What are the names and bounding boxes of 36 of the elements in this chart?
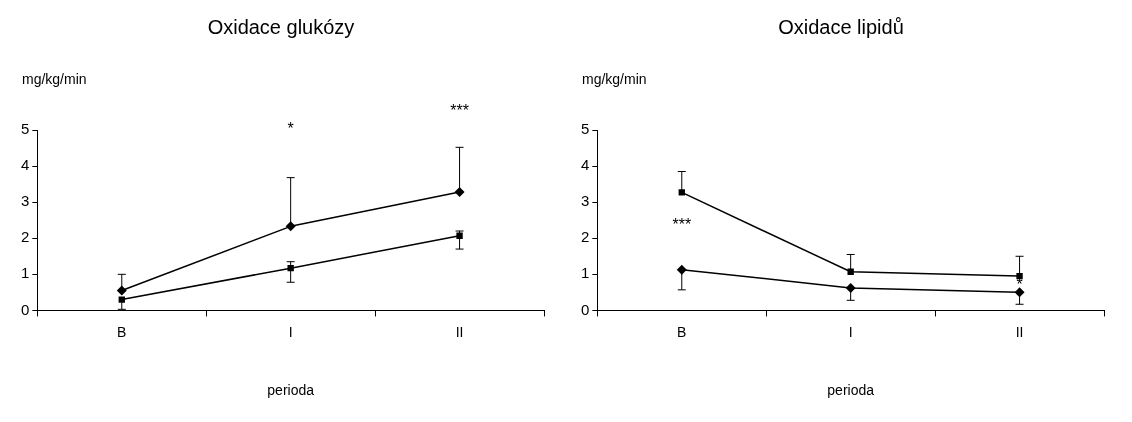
y-tick-label: 0	[21, 300, 30, 318]
y-tick-label: 5	[21, 120, 30, 138]
y-tick-label: 1	[21, 264, 30, 282]
annotation: *	[287, 120, 294, 138]
x-axis-title: perioda	[267, 382, 315, 399]
point	[847, 268, 854, 275]
x-tick-label: II	[455, 323, 464, 340]
y-tick-label: 3	[21, 192, 30, 210]
point	[678, 189, 685, 196]
y-tick-label: 5	[581, 120, 590, 138]
point	[845, 283, 856, 294]
point	[118, 296, 125, 303]
point	[1014, 287, 1025, 298]
text: ***	[450, 102, 469, 120]
annotation: ***	[672, 216, 692, 234]
chart-title: Oxidace lipidů	[778, 15, 904, 38]
y-tick-label: 4	[21, 156, 30, 174]
y-tick-label: 3	[581, 192, 590, 210]
x-tick-label: B	[677, 323, 687, 340]
point	[454, 187, 465, 198]
y-tick-label: 0	[581, 300, 590, 318]
x-tick-label: I	[288, 323, 293, 340]
y-tick-label: 4	[581, 156, 590, 174]
y-tick-label: 2	[21, 228, 30, 246]
y-tick-label: 2	[581, 228, 590, 246]
y-tick-label: 1	[581, 264, 590, 282]
x-tick-label: I	[848, 323, 853, 340]
x-tick-label: II	[1015, 323, 1024, 340]
x-axis-title: perioda	[827, 382, 875, 399]
x-tick-label: B	[117, 323, 127, 340]
point	[285, 221, 296, 232]
point	[676, 264, 687, 275]
point	[116, 285, 127, 296]
y-axis-title: mg/kg/min	[582, 70, 647, 87]
chart-title: Oxidace glukózy	[207, 15, 355, 38]
y-axis-title: mg/kg/min	[22, 70, 87, 87]
